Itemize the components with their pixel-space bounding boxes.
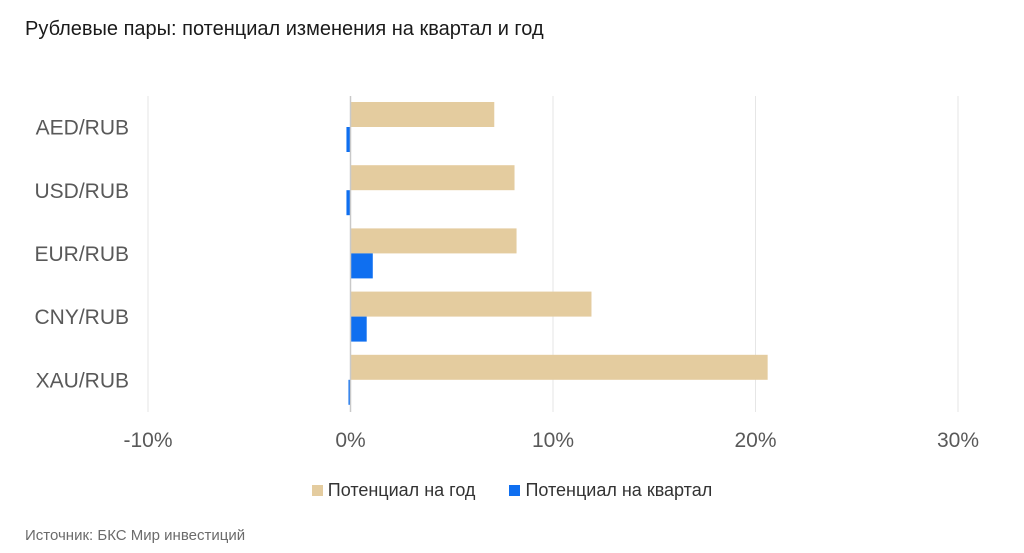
x-tick-label: 20% xyxy=(734,429,776,452)
bar-quarter-eur-rub xyxy=(350,253,373,279)
category-label: EUR/RUB xyxy=(34,243,129,266)
legend-label-quarter: Потенциал на квартал xyxy=(525,480,713,500)
legend-swatch-quarter xyxy=(509,485,521,496)
legend: Потенциал на год Потенциал на квартал xyxy=(0,480,1024,501)
category-label: CNY/RUB xyxy=(34,306,129,329)
bar-year-eur-rub xyxy=(350,228,517,254)
source-note: Источник: БКС Мир инвестиций xyxy=(25,527,246,544)
legend-label-year: Потенциал на год xyxy=(327,480,476,500)
bar-year-usd-rub xyxy=(350,165,515,191)
chart-title: Рублевые пары: потенциал изменения на кв… xyxy=(25,18,544,40)
x-tick-label: 0% xyxy=(335,429,365,452)
bar-chart: AED/RUB USD/RUB EUR/RUB CNY/RUB XAU/RUB -10%… xyxy=(34,96,979,452)
bar-quarter-usd-rub xyxy=(346,190,351,216)
bar-year-aed-rub xyxy=(350,102,495,127)
category-labels: AED/RUB USD/RUB EUR/RUB CNY/RUB XAU/RUB xyxy=(34,117,129,393)
bar-quarter-aed-rub xyxy=(346,127,351,152)
bar-year-cny-rub xyxy=(350,291,592,317)
x-tick-label: 10% xyxy=(532,429,574,452)
bar-quarter-xau-rub xyxy=(348,379,351,405)
category-label: USD/RUB xyxy=(34,180,129,203)
legend-item-quarter: Потенциал на квартал xyxy=(509,480,712,501)
bar-quarter-cny-rub xyxy=(350,316,367,342)
legend-item-year: Потенциал на год xyxy=(311,480,476,501)
x-tick-label: 30% xyxy=(937,429,979,452)
x-tick-label: -10% xyxy=(123,429,172,452)
bar-year-xau-rub xyxy=(350,354,768,380)
x-tick-labels: -10% 0% 10% 20% 30% xyxy=(123,429,979,452)
category-label: AED/RUB xyxy=(36,117,129,140)
legend-swatch-year xyxy=(311,485,323,496)
bars xyxy=(346,102,768,405)
category-label: XAU/RUB xyxy=(36,369,129,392)
